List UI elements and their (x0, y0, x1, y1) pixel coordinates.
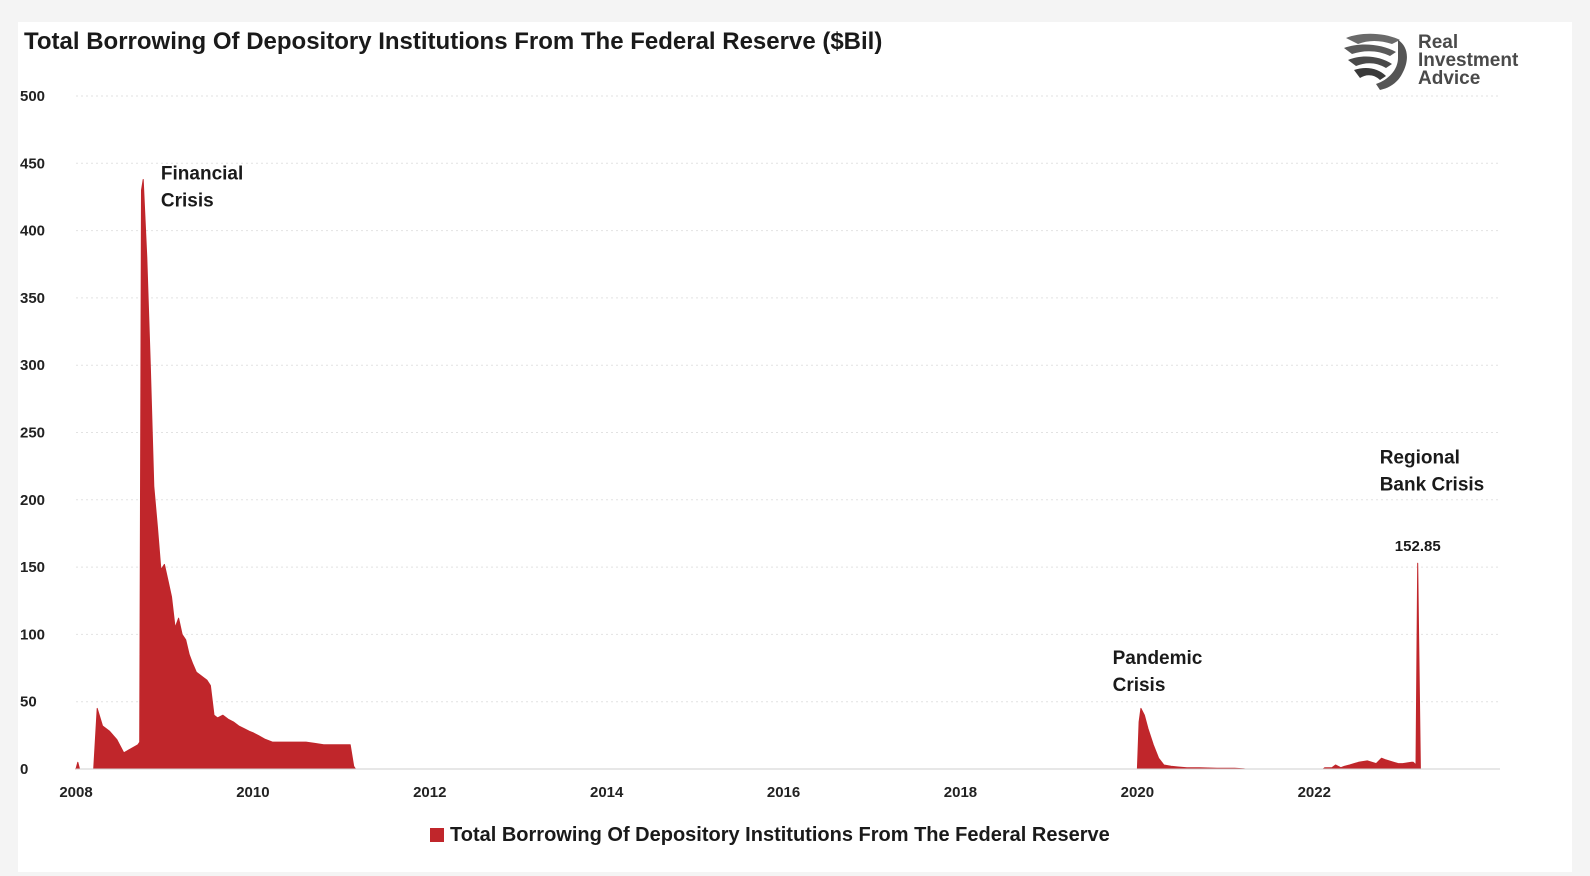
chart-title: Total Borrowing Of Depository Institutio… (24, 28, 883, 55)
y-tick-label: 150 (20, 559, 45, 576)
logo-line: Investment (1418, 50, 1519, 71)
y-tick-label: 0 (20, 761, 28, 778)
logo: Real Investment Advice (1340, 30, 1540, 94)
annotation-layer: Financial Crisis Pandemic Crisis Regional Ban… (161, 163, 1484, 696)
y-tick-label: 450 (20, 155, 45, 172)
axis-layer: 0 50 100 150 200 250 300 350 400 450 500 2008 2010 20… (20, 88, 1500, 801)
logo-line: Real (1418, 32, 1459, 53)
annotation-label: Pandemic Crisis (1113, 648, 1203, 696)
annotation-label: Regional Bank Crisis (1380, 447, 1485, 495)
x-tick-label: 2008 (59, 784, 92, 801)
annotation-label: Financial Crisis (161, 163, 243, 211)
series-area-layer (75, 179, 1421, 770)
legend-label: Total Borrowing Of Depository Institutio… (450, 824, 1110, 846)
y-tick-label: 350 (20, 290, 45, 307)
y-tick-label: 200 (20, 492, 45, 509)
logo-line: Advice (1418, 68, 1481, 89)
y-tick-label: 300 (20, 357, 45, 374)
x-tick-label: 2020 (1121, 784, 1154, 801)
x-tick-label: 2016 (767, 784, 800, 801)
x-tick-label: 2010 (236, 784, 269, 801)
data-label: 152.85 (1395, 538, 1441, 555)
series-area (75, 179, 1421, 770)
chart-card: Total Borrowing Of Depository Institutio… (18, 22, 1572, 872)
x-tick-label: 2012 (413, 784, 446, 801)
eagle-head-icon (1344, 33, 1407, 90)
x-tick-label: 2022 (1298, 784, 1331, 801)
y-tick-label: 250 (20, 425, 45, 442)
plot-area: 0 50 100 150 200 250 300 350 400 450 500 2008 2010 20… (20, 88, 1500, 801)
x-tick-label: 2014 (590, 784, 624, 801)
x-tick-label: 2018 (944, 784, 977, 801)
y-tick-label: 100 (20, 626, 45, 643)
y-tick-label: 50 (20, 694, 37, 711)
legend-swatch (430, 828, 444, 842)
legend: Total Borrowing Of Depository Institutio… (430, 824, 1110, 847)
y-tick-label: 400 (20, 223, 45, 240)
gridlines (76, 95, 1500, 703)
logo-text: Real Investment Advice (1418, 32, 1519, 89)
y-tick-label: 500 (20, 88, 45, 105)
